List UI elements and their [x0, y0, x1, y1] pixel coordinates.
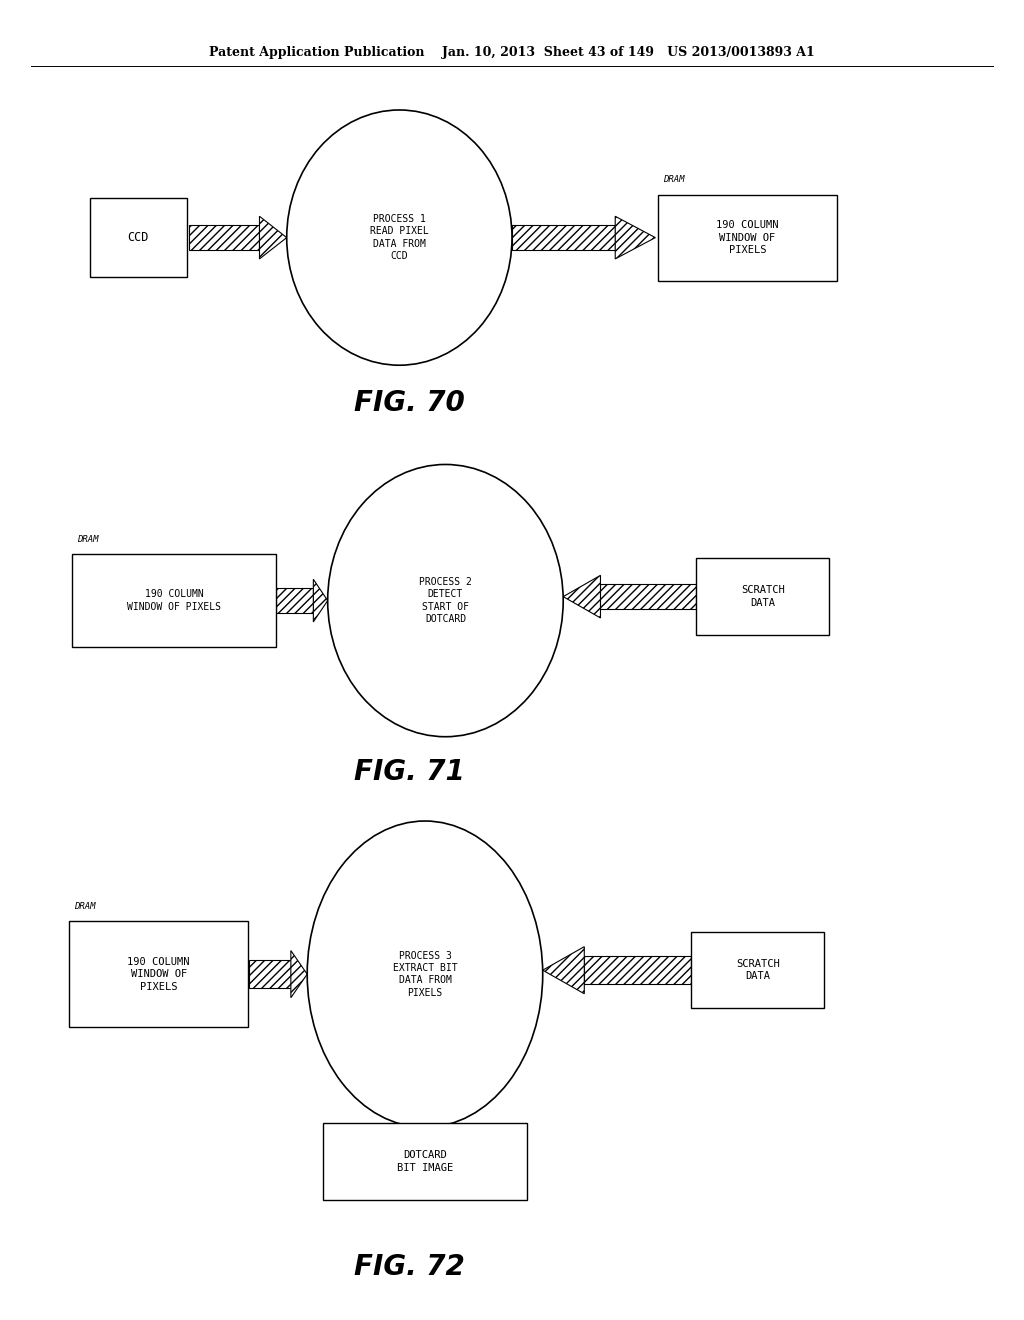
Polygon shape [276, 589, 313, 612]
Polygon shape [600, 583, 696, 609]
Polygon shape [249, 961, 291, 987]
Polygon shape [512, 226, 615, 251]
FancyBboxPatch shape [696, 558, 829, 635]
Text: DRAM: DRAM [75, 902, 95, 911]
Polygon shape [313, 579, 328, 622]
Polygon shape [585, 956, 691, 985]
Polygon shape [413, 1093, 437, 1114]
Polygon shape [291, 950, 307, 998]
Text: FIG. 72: FIG. 72 [354, 1253, 465, 1282]
Polygon shape [189, 226, 259, 251]
Text: 190 COLUMN
WINDOW OF PIXELS: 190 COLUMN WINDOW OF PIXELS [127, 590, 221, 611]
Polygon shape [259, 216, 287, 259]
Text: PROCESS 1
READ PIXEL
DATA FROM
CCD: PROCESS 1 READ PIXEL DATA FROM CCD [370, 214, 429, 261]
FancyBboxPatch shape [72, 554, 276, 647]
Text: DRAM: DRAM [664, 176, 684, 185]
Polygon shape [543, 946, 585, 994]
Text: 190 COLUMN
WINDOW OF
PIXELS: 190 COLUMN WINDOW OF PIXELS [127, 957, 190, 991]
Text: CCD: CCD [128, 231, 148, 244]
Text: 190 COLUMN
WINDOW OF
PIXELS: 190 COLUMN WINDOW OF PIXELS [716, 220, 779, 255]
Text: PROCESS 2
DETECT
START OF
DOTCARD: PROCESS 2 DETECT START OF DOTCARD [419, 577, 472, 624]
Ellipse shape [287, 110, 512, 366]
FancyBboxPatch shape [90, 198, 186, 277]
Ellipse shape [328, 465, 563, 737]
Text: PROCESS 3
EXTRACT BIT
DATA FROM
PIXELS: PROCESS 3 EXTRACT BIT DATA FROM PIXELS [392, 950, 458, 998]
FancyBboxPatch shape [70, 921, 248, 1027]
Text: FIG. 71: FIG. 71 [354, 758, 465, 787]
Text: FIG. 70: FIG. 70 [354, 388, 465, 417]
FancyBboxPatch shape [323, 1123, 527, 1200]
Text: SCRATCH
DATA: SCRATCH DATA [741, 586, 784, 607]
Text: SCRATCH
DATA: SCRATCH DATA [736, 960, 779, 981]
Polygon shape [398, 1114, 452, 1123]
FancyBboxPatch shape [691, 932, 824, 1008]
Polygon shape [615, 216, 655, 259]
Polygon shape [563, 576, 600, 618]
Text: DOTCARD
BIT IMAGE: DOTCARD BIT IMAGE [397, 1151, 453, 1172]
Ellipse shape [307, 821, 543, 1127]
Text: DRAM: DRAM [77, 535, 98, 544]
FancyBboxPatch shape [657, 195, 837, 281]
Text: Patent Application Publication    Jan. 10, 2013  Sheet 43 of 149   US 2013/00138: Patent Application Publication Jan. 10, … [209, 46, 815, 59]
